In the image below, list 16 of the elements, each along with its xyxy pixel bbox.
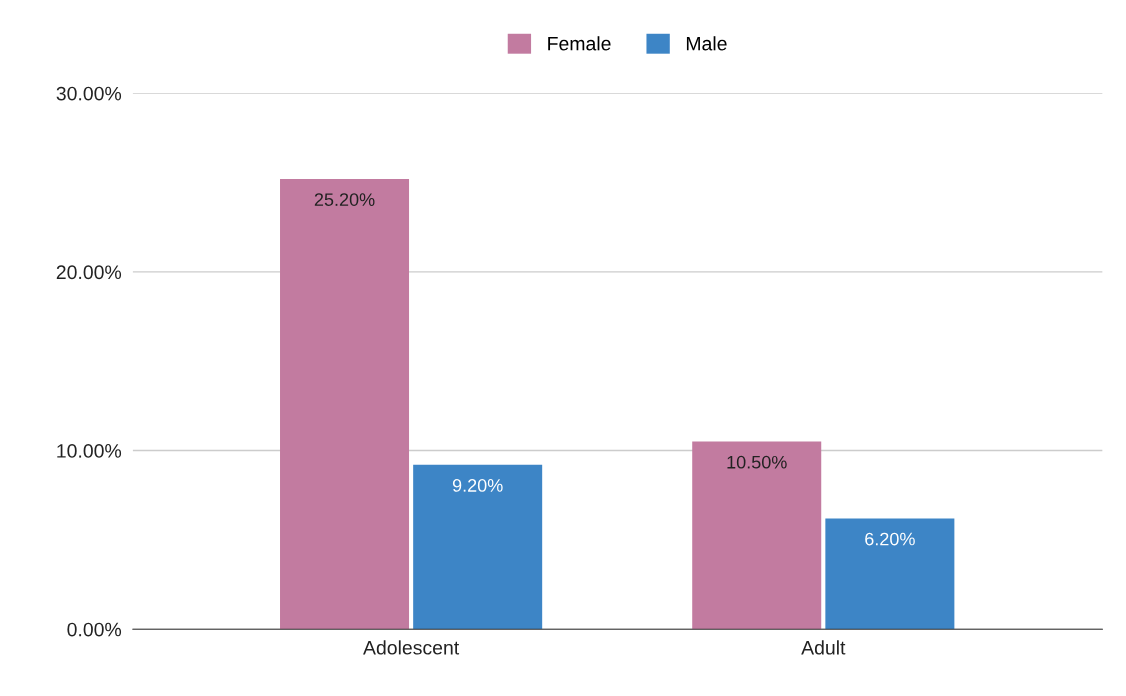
data-label: 25.20%: [314, 193, 375, 206]
y-tick-label: 10.00%: [57, 444, 122, 458]
x-tick-label: Adult: [801, 640, 846, 655]
y-tick-label: 0.00%: [67, 622, 122, 637]
bar: [692, 441, 822, 630]
legend-label: Male: [686, 36, 727, 51]
y-tick-label: 20.00%: [56, 265, 122, 280]
bar: [280, 179, 410, 630]
legend-label: Female: [548, 36, 611, 51]
x-tick-label: Adolescent: [363, 640, 460, 655]
bar: [825, 518, 955, 630]
data-label: 9.20%: [452, 479, 503, 492]
bar: [413, 464, 543, 630]
data-label: 10.50%: [727, 455, 787, 469]
y-tick-label: 30.00%: [56, 86, 122, 101]
data-label: 6.20%: [865, 532, 915, 546]
